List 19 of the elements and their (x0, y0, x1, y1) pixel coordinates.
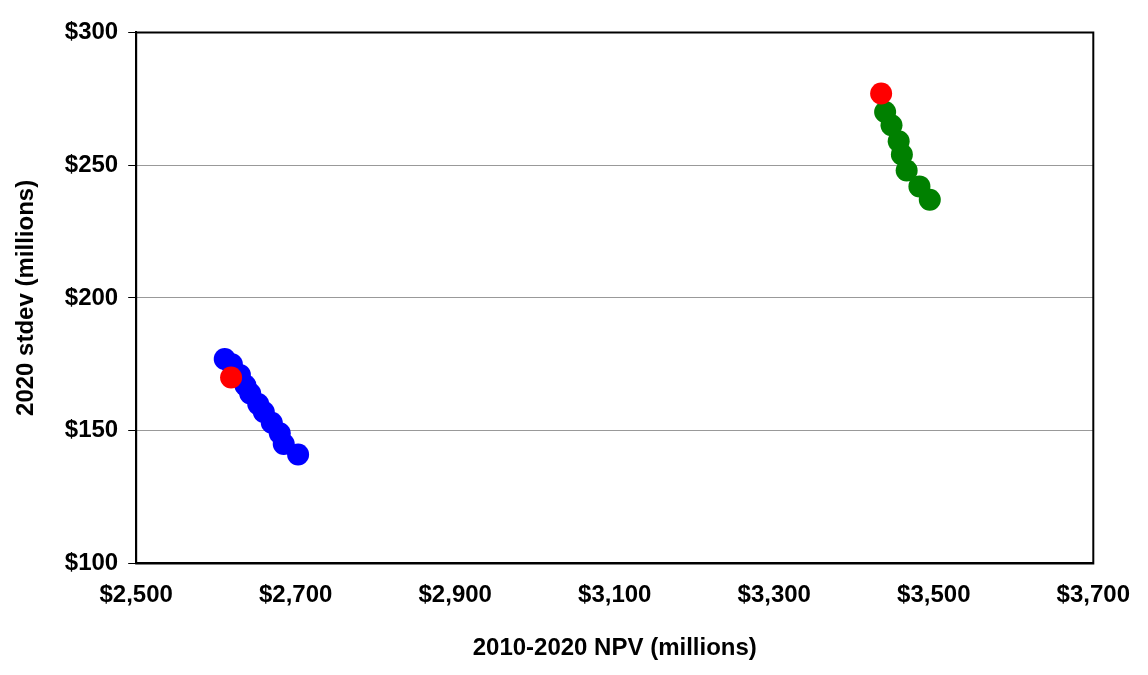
x-tick-label: $3,100 (578, 580, 652, 608)
point (220, 366, 243, 389)
x-tick-label: $2,900 (418, 580, 492, 608)
x-tick-label: $3,500 (897, 580, 971, 608)
y-tick-label: $250 (64, 149, 119, 177)
point (895, 159, 918, 182)
y-tick-label: $300 (64, 17, 119, 45)
x-tick-label: $2,500 (99, 580, 173, 608)
y-axis-title: 2020 stdev (millions) (11, 179, 39, 416)
point (918, 188, 941, 211)
x-tick-label: $3,300 (737, 580, 811, 608)
y-tick-label: $150 (64, 415, 119, 443)
x-tick-label: $2,700 (259, 580, 333, 608)
y-tick-label: $200 (64, 282, 119, 310)
point (287, 443, 310, 466)
x-axis-title: 2010-2020 NPV (millions) (472, 633, 757, 661)
y-tick-label: $100 (64, 548, 119, 576)
x-tick-label: $3,700 (1056, 580, 1130, 608)
point (870, 82, 893, 105)
